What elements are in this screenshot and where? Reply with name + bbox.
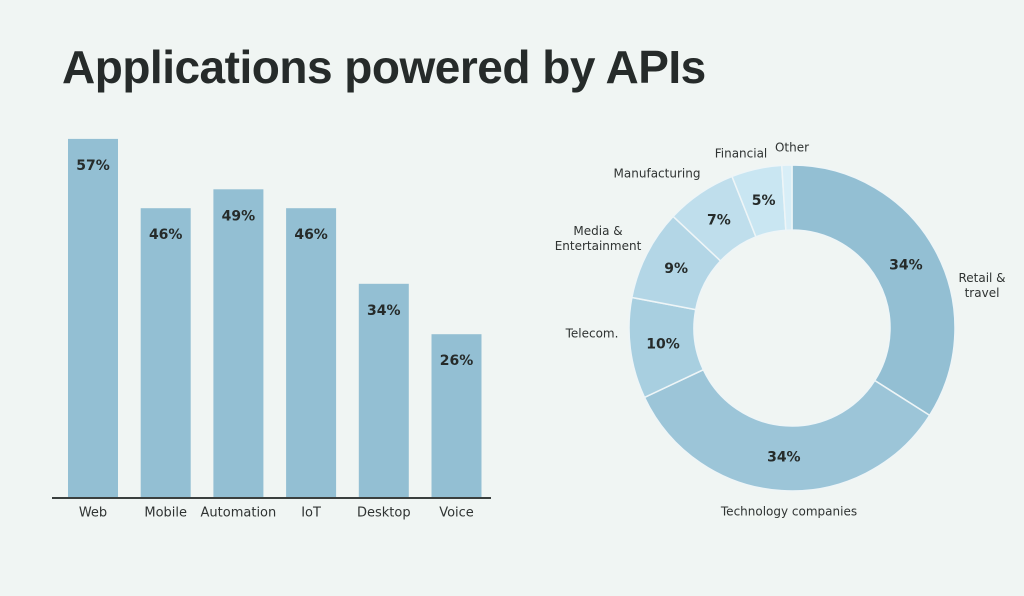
slice-label: Technology companies (720, 504, 858, 519)
slice-label: Other (774, 140, 810, 155)
value-label: 46% (294, 227, 328, 243)
value-label: 34% (367, 303, 401, 319)
slice-label: Manufacturing (613, 166, 701, 181)
bar (358, 283, 409, 498)
chart-title: Applications powered by APIs (62, 41, 706, 93)
donut-slice (780, 164, 793, 231)
value-label: 46% (149, 227, 183, 243)
value-label: 7% (707, 212, 731, 228)
x-tick-label: Mobile (144, 506, 187, 521)
bar (286, 208, 337, 498)
x-tick-label: Automation (201, 506, 277, 521)
bar (68, 138, 118, 498)
value-label: 5% (752, 193, 776, 209)
bar (431, 334, 482, 498)
bar (140, 208, 191, 498)
value-label: 34% (889, 257, 923, 273)
donut-slice (791, 164, 956, 417)
slice-label: Financial (714, 146, 768, 161)
donut-slice (643, 368, 931, 492)
x-tick-label: IoT (301, 506, 321, 521)
value-label: 26% (440, 353, 474, 369)
value-label: 34% (767, 450, 801, 466)
value-label: 10% (646, 336, 680, 352)
bar (213, 189, 264, 499)
value-label: 57% (76, 158, 110, 174)
slice-label: Retail & travel (958, 271, 1006, 300)
x-tick-label: Desktop (357, 506, 411, 521)
x-tick-label: Web (79, 506, 107, 521)
slice-label: Media & Entertainment (554, 224, 642, 253)
value-label: 9% (664, 261, 688, 277)
x-tick-label: Voice (439, 506, 474, 521)
value-label: 49% (222, 208, 256, 224)
slice-label: Telecom. (565, 326, 619, 341)
